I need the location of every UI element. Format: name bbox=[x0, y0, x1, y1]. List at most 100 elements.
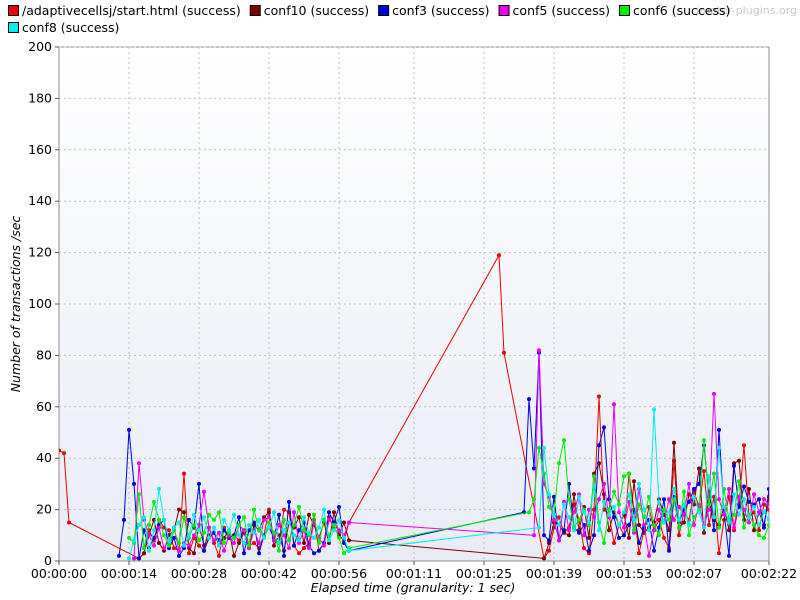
data-point bbox=[762, 510, 766, 515]
data-point bbox=[657, 499, 661, 504]
legend-swatch bbox=[498, 5, 510, 16]
data-point bbox=[732, 463, 736, 468]
data-point bbox=[267, 515, 271, 520]
data-point bbox=[567, 533, 571, 538]
legend-item[interactable]: conf6 (success) bbox=[618, 3, 730, 18]
legend-item[interactable]: conf10 (success) bbox=[249, 3, 369, 18]
data-point bbox=[132, 481, 136, 486]
data-point bbox=[322, 543, 326, 548]
data-point bbox=[297, 551, 301, 556]
data-point bbox=[667, 497, 671, 502]
data-point bbox=[622, 533, 626, 538]
data-point bbox=[212, 517, 216, 522]
data-point bbox=[197, 481, 201, 486]
data-point bbox=[617, 535, 621, 540]
data-point bbox=[167, 543, 171, 548]
data-point bbox=[307, 512, 311, 517]
data-point bbox=[252, 541, 256, 545]
data-point bbox=[732, 492, 736, 497]
data-point bbox=[262, 535, 266, 540]
data-point bbox=[767, 487, 769, 491]
data-point bbox=[282, 517, 286, 522]
data-point bbox=[527, 397, 531, 402]
data-point bbox=[707, 502, 711, 507]
data-point bbox=[197, 543, 201, 548]
data-point bbox=[232, 541, 236, 545]
legend: /adaptivecellsj/start.html (success) conf… bbox=[8, 3, 730, 35]
data-point bbox=[597, 528, 601, 533]
data-point bbox=[592, 533, 596, 538]
legend-item[interactable]: conf5 (success) bbox=[498, 3, 610, 18]
data-point bbox=[187, 551, 191, 556]
data-point bbox=[147, 548, 151, 553]
data-point bbox=[287, 546, 291, 551]
data-point bbox=[302, 541, 306, 545]
data-point bbox=[622, 510, 626, 515]
data-point bbox=[127, 535, 131, 540]
data-point bbox=[257, 517, 261, 522]
legend-label: /adaptivecellsj/start.html (success) bbox=[22, 3, 241, 18]
legend-item[interactable]: conf8 (success) bbox=[8, 20, 120, 35]
data-point bbox=[267, 510, 271, 515]
data-point bbox=[602, 425, 606, 430]
data-point bbox=[672, 440, 676, 445]
data-point bbox=[652, 523, 656, 527]
data-point bbox=[312, 512, 316, 517]
x-tick-label: 00:00:28 bbox=[171, 566, 227, 581]
data-point bbox=[617, 523, 621, 527]
data-point bbox=[612, 402, 616, 407]
data-point bbox=[232, 512, 236, 517]
data-point bbox=[682, 489, 686, 494]
data-point bbox=[177, 553, 181, 558]
data-point bbox=[217, 510, 221, 515]
data-point bbox=[652, 528, 656, 533]
x-tick-label: 00:01:25 bbox=[456, 566, 512, 581]
y-axis-ticks: 0 20 40 60 80 100 120 140 160 180 200 bbox=[28, 39, 59, 568]
data-point bbox=[242, 515, 246, 520]
data-point bbox=[252, 520, 256, 525]
data-point bbox=[257, 541, 261, 545]
data-point bbox=[162, 517, 166, 522]
data-point bbox=[682, 512, 686, 517]
data-point bbox=[132, 538, 136, 543]
legend-item[interactable]: conf3 (success) bbox=[378, 3, 490, 18]
data-point bbox=[142, 515, 146, 520]
data-point bbox=[177, 520, 181, 525]
data-point bbox=[137, 556, 141, 561]
watermark: jmeter-plugins.org bbox=[695, 4, 797, 17]
data-point bbox=[227, 528, 231, 533]
data-point bbox=[697, 481, 701, 486]
data-point bbox=[532, 466, 536, 471]
data-point bbox=[767, 517, 769, 522]
data-point bbox=[602, 499, 606, 504]
data-point bbox=[737, 458, 741, 463]
legend-item[interactable]: /adaptivecellsj/start.html (success) bbox=[8, 3, 241, 18]
data-point bbox=[757, 497, 761, 502]
data-point bbox=[747, 487, 751, 491]
data-point bbox=[242, 541, 246, 545]
data-point bbox=[597, 443, 601, 448]
data-point bbox=[677, 517, 681, 522]
legend-swatch bbox=[618, 5, 630, 16]
data-point bbox=[727, 553, 731, 558]
data-point bbox=[537, 348, 541, 353]
data-point bbox=[502, 350, 506, 355]
data-point bbox=[562, 502, 566, 507]
data-point bbox=[202, 489, 206, 494]
data-point bbox=[542, 556, 546, 561]
data-point bbox=[277, 512, 281, 517]
data-point bbox=[177, 507, 181, 512]
data-point bbox=[657, 507, 661, 512]
data-point bbox=[182, 515, 186, 520]
data-point bbox=[157, 517, 161, 522]
data-point bbox=[167, 528, 171, 533]
data-point bbox=[692, 494, 696, 499]
y-tick-label: 0 bbox=[44, 553, 52, 568]
x-tick-label: 00:01:39 bbox=[526, 566, 582, 581]
data-point bbox=[582, 533, 586, 538]
data-point bbox=[677, 505, 681, 509]
data-point bbox=[757, 528, 761, 533]
data-point bbox=[152, 499, 156, 504]
y-tick-label: 100 bbox=[28, 296, 52, 311]
